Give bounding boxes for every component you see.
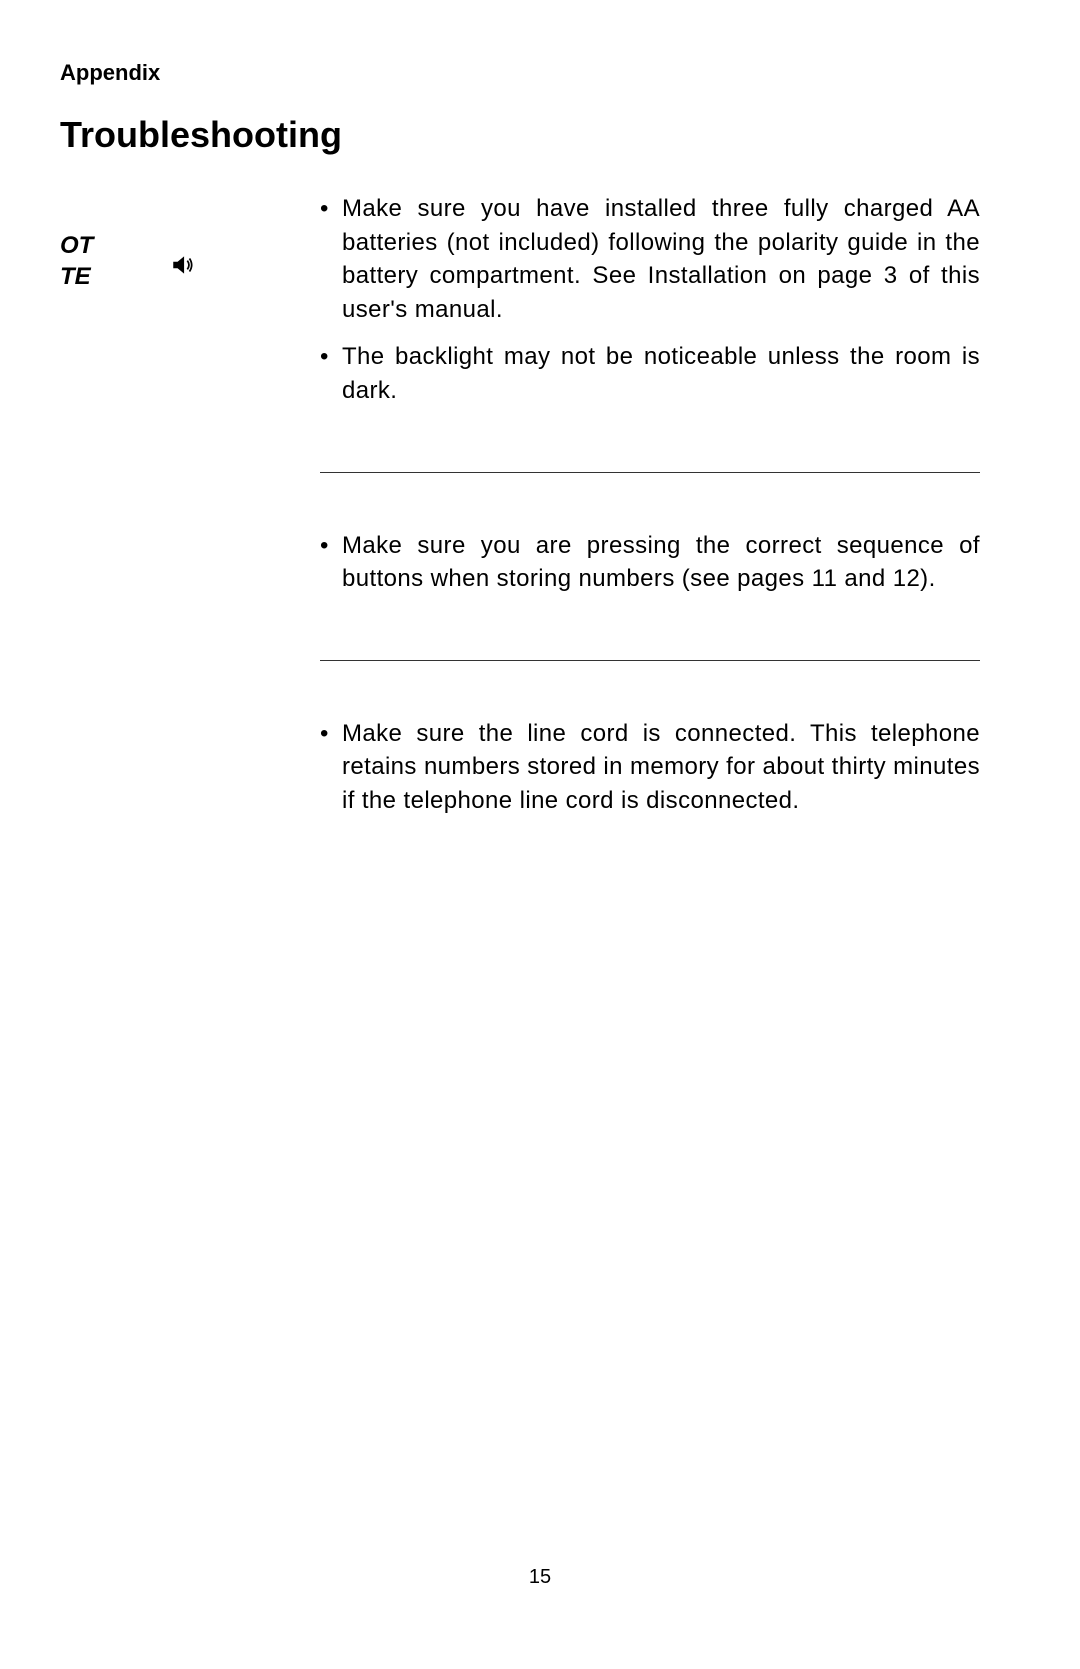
bullet-mark: •	[320, 192, 329, 226]
bullet-text: Make sure the line cord is connected. Th…	[342, 720, 980, 814]
page-title: Troubleshooting	[60, 114, 1020, 156]
list-item: • Make sure the line cord is connected. …	[320, 717, 980, 818]
bullet-text: Make sure you have installed three fully…	[342, 195, 980, 323]
bullet-text: Make sure you are pressing the correct s…	[342, 532, 980, 593]
list-item: • Make sure you have installed three ful…	[320, 192, 980, 326]
bullet-mark: •	[320, 717, 329, 751]
bullet-text: The backlight may not be noticeable unle…	[342, 343, 980, 404]
content-area: OT TE • Make sure you have installed thr…	[60, 192, 1020, 818]
list-item: • Make sure you are pressing the correct…	[320, 529, 980, 596]
bullet-mark: •	[320, 340, 329, 374]
bullet-mark: •	[320, 529, 329, 563]
note-label-line1: OT	[60, 232, 93, 259]
note-label-line2: TE	[60, 263, 91, 290]
divider	[320, 472, 980, 473]
list-item: • The backlight may not be noticeable un…	[320, 340, 980, 407]
page-number: 15	[0, 1566, 1080, 1589]
body-column: • Make sure you have installed three ful…	[320, 192, 980, 818]
note-label: OT TE	[60, 230, 93, 292]
divider	[320, 660, 980, 661]
appendix-label: Appendix	[60, 60, 1020, 86]
speaker-icon	[170, 252, 196, 278]
